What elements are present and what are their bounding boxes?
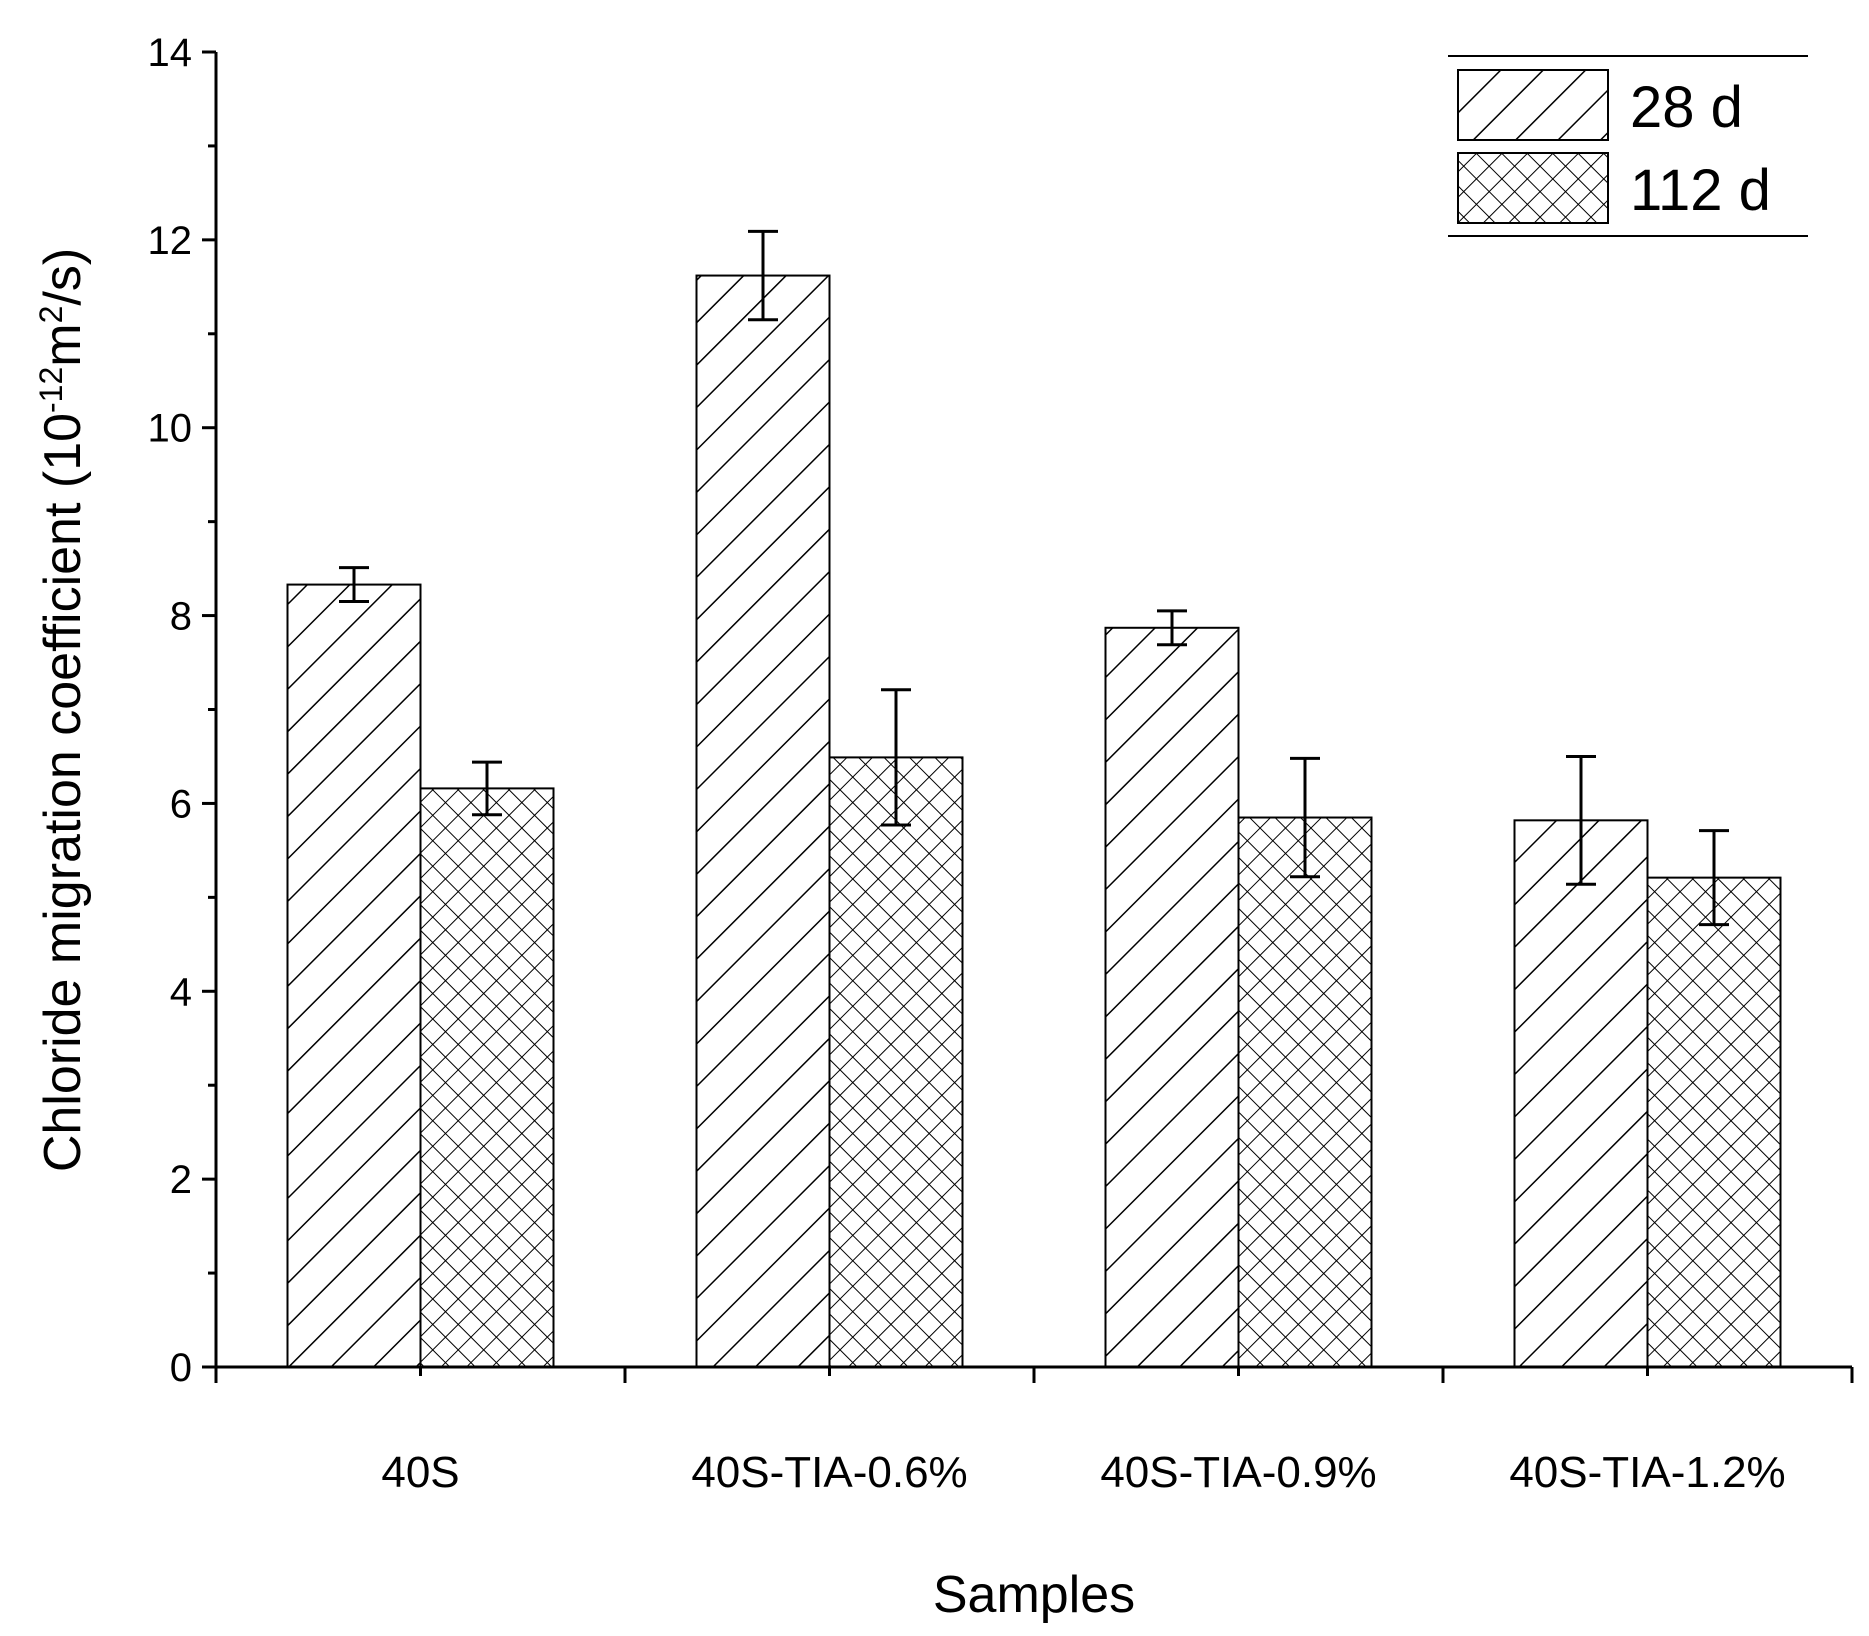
y-tick-label: 8 [170, 595, 192, 639]
y-axis-title-sup2: 2 [33, 306, 69, 324]
bar [1646, 876, 1782, 1368]
y-tick-label: 0 [170, 1346, 192, 1390]
y-tick-label: 10 [148, 407, 193, 451]
y-tick-label: 4 [170, 970, 192, 1014]
x-ticks: 40S 40S-TIA-0.6% 40S-TIA-0.9% 40S-TIA-1.2% [214, 1367, 1854, 1497]
bar [695, 274, 831, 1368]
bar [1237, 816, 1373, 1368]
y-axis-title-mid: m [34, 323, 92, 366]
x-category-label: 40S-TIA-0.6% [691, 1448, 967, 1497]
y-axis-title-end: /s) [34, 248, 92, 306]
legend-swatch-112d [1457, 152, 1609, 224]
bar [1513, 819, 1649, 1368]
error-bars-layer [339, 229, 1729, 927]
y-tick-label: 6 [170, 782, 192, 826]
y-axis-title-sup1: -12 [33, 367, 69, 413]
bar [286, 583, 422, 1368]
x-axis-title: Samples [933, 1566, 1135, 1624]
y-tick-label: 14 [148, 31, 193, 75]
bar [1104, 626, 1240, 1368]
y-ticks: 0 2 4 6 8 10 12 14 [148, 31, 216, 1390]
bar [419, 787, 555, 1368]
legend: 28 d 112 d [1448, 55, 1808, 237]
legend-label-28d: 28 d [1630, 75, 1743, 140]
bar [828, 756, 964, 1368]
x-category-label: 40S-TIA-1.2% [1509, 1448, 1785, 1497]
legend-label-112d: 112 d [1630, 158, 1771, 223]
x-category-label: 40S-TIA-0.9% [1100, 1448, 1376, 1497]
y-tick-label: 12 [148, 219, 193, 263]
legend-swatch-28d [1457, 69, 1609, 141]
y-axis-title-main: Chloride migration coefficient (10 [34, 413, 92, 1172]
y-axis-title: Chloride migration coefficient (10-12m2/… [33, 248, 92, 1172]
y-tick-label: 2 [170, 1158, 192, 1202]
bars-layer [286, 274, 1782, 1368]
x-category-label: 40S [381, 1448, 459, 1497]
